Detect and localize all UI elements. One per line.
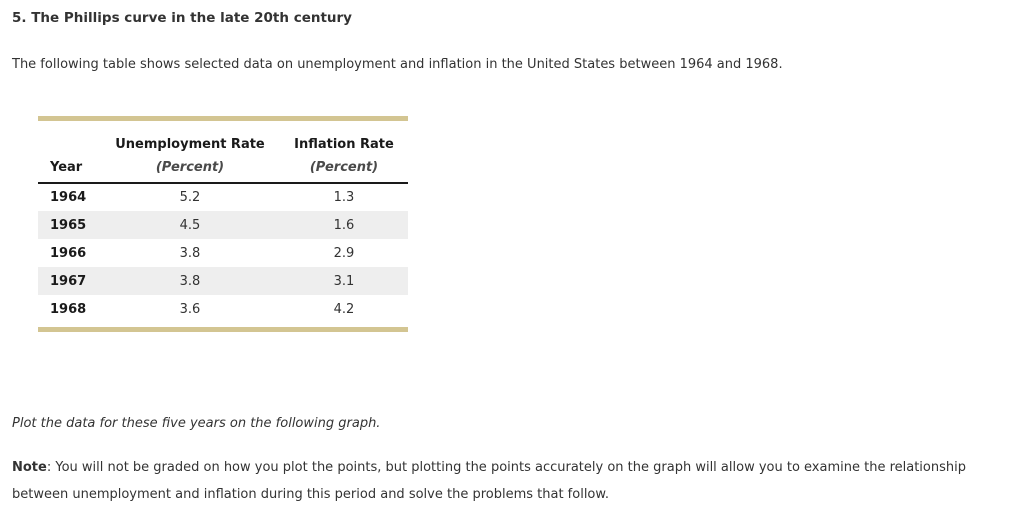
note-body: : You will not be graded on how you plot… <box>12 460 966 502</box>
table-body: 1964 5.2 1.3 1965 4.5 1.6 1966 3.8 2.9 1… <box>38 183 408 323</box>
cell-inflation: 1.3 <box>333 190 355 205</box>
header-year: Year <box>38 121 100 184</box>
page-title: 5. The Phillips curve in the late 20th c… <box>12 10 352 26</box>
instruction-text: Plot the data for these five years on th… <box>12 416 381 431</box>
data-table: Year Unemployment Rate (Percent) Inflati… <box>38 116 408 332</box>
table-header-row: Year Unemployment Rate (Percent) Inflati… <box>38 121 408 184</box>
cell-unemployment: 3.8 <box>179 245 201 261</box>
cell-unemployment: 4.5 <box>179 217 201 233</box>
table-row: 1964 5.2 1.3 <box>38 183 408 211</box>
header-inflation-rate: Inflation Rate (Percent) <box>280 121 408 184</box>
header-unemployment-unit: (Percent) <box>155 160 225 175</box>
table-row: 1966 3.8 2.9 <box>38 239 408 267</box>
cell-year: 1967 <box>50 273 87 289</box>
table-header: Year Unemployment Rate (Percent) Inflati… <box>38 121 408 184</box>
header-unemployment-label: Unemployment Rate <box>115 137 265 152</box>
table-bottom-accent-bar <box>38 327 408 332</box>
unemployment-inflation-table: Year Unemployment Rate (Percent) Inflati… <box>38 121 408 323</box>
cell-year: 1966 <box>50 245 87 261</box>
header-inflation-unit: (Percent) <box>309 160 379 175</box>
cell-unemployment: 5.2 <box>179 190 201 205</box>
table-row: 1967 3.8 3.1 <box>38 267 408 295</box>
note-text: Note: You will not be graded on how you … <box>12 454 1012 508</box>
cell-inflation: 4.2 <box>333 301 355 317</box>
header-inflation-label: Inflation Rate <box>294 137 394 152</box>
cell-unemployment: 3.8 <box>179 273 201 289</box>
intro-text: The following table shows selected data … <box>12 57 783 72</box>
header-unemployment-rate: Unemployment Rate (Percent) <box>100 121 280 184</box>
note-label: Note <box>12 460 47 475</box>
header-year-label: Year <box>50 160 83 175</box>
cell-unemployment: 3.6 <box>179 301 201 317</box>
cell-year: 1968 <box>50 301 87 317</box>
table-row: 1965 4.5 1.6 <box>38 211 408 239</box>
cell-year: 1965 <box>50 217 87 233</box>
cell-inflation: 1.6 <box>333 217 355 233</box>
table-row: 1968 3.6 4.2 <box>38 295 408 323</box>
cell-year: 1964 <box>50 190 87 205</box>
table-top-accent-bar <box>38 116 408 121</box>
cell-inflation: 3.1 <box>333 273 355 289</box>
cell-inflation: 2.9 <box>333 245 355 261</box>
